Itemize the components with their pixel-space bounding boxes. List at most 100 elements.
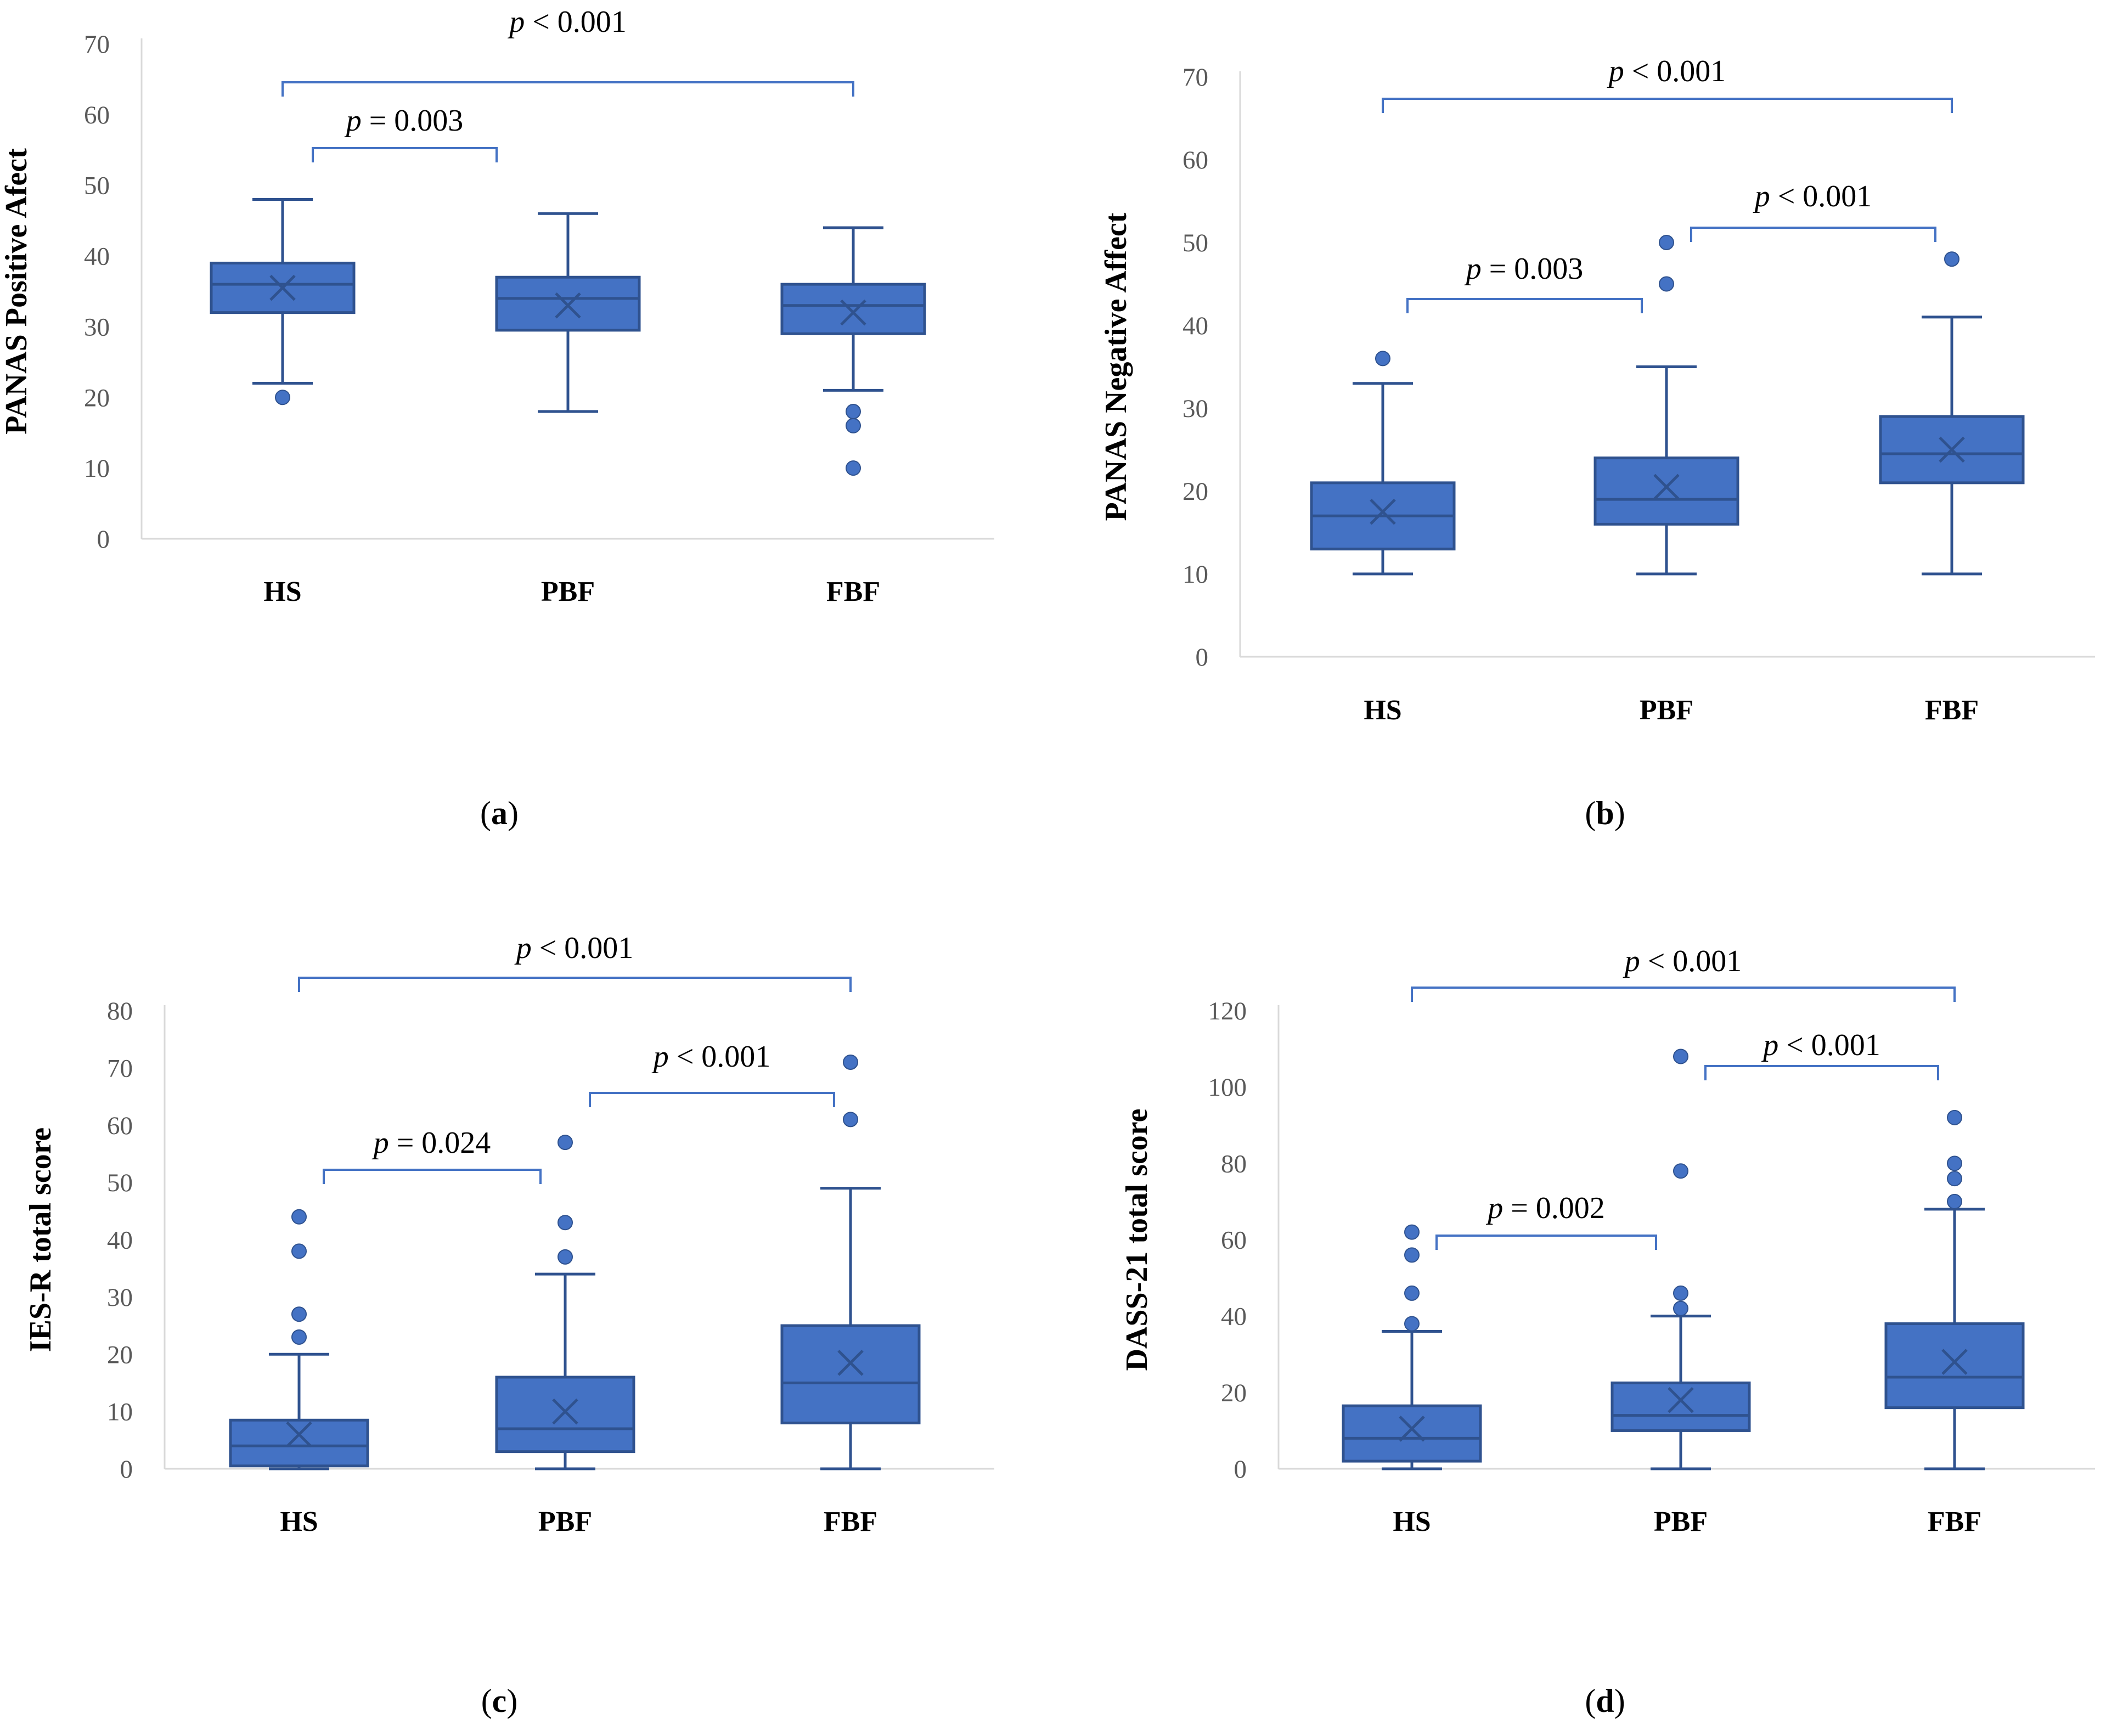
- box-fbf: [780, 226, 926, 476]
- category-label-hs: HS: [1364, 695, 1401, 726]
- y-tick-label: 10: [1182, 560, 1208, 589]
- outlier-point: [275, 390, 290, 405]
- outlier-point: [558, 1249, 573, 1265]
- box-hs: [1310, 351, 1456, 576]
- significance-bracket: [589, 1092, 835, 1107]
- significance-bracket: [323, 1169, 542, 1184]
- y-tick-label: 50: [107, 1169, 133, 1197]
- y-tick-label: 50: [1182, 229, 1208, 257]
- panel-paren-close: ): [506, 1683, 517, 1719]
- y-tick-label: 0: [120, 1455, 133, 1484]
- comparison-hs-fbf: p < 0.001: [281, 5, 854, 97]
- box-fbf: [1884, 1109, 2025, 1470]
- iqr-box: [495, 1376, 635, 1453]
- category-label-hs: HS: [1393, 1506, 1431, 1537]
- panel-letter: d: [1596, 1683, 1614, 1719]
- panel-label: (a): [480, 795, 519, 831]
- outlier-point: [843, 1112, 858, 1128]
- comparison-pbf-fbf: p < 0.001: [589, 1040, 835, 1107]
- y-tick-label: 10: [107, 1398, 133, 1427]
- outlier-point: [1947, 1156, 1962, 1171]
- outlier-point: [846, 418, 861, 433]
- comparison-hs-pbf: p = 0.024: [323, 1126, 542, 1184]
- outlier-point: [843, 1054, 858, 1070]
- y-tick-label: 0: [1234, 1455, 1247, 1484]
- mean-marker: [1939, 436, 1965, 463]
- y-tick-label: 100: [1208, 1073, 1247, 1102]
- significance-bracket: [312, 147, 498, 162]
- p-value-label: p < 0.001: [1761, 1028, 1880, 1062]
- significance-bracket: [1435, 1235, 1657, 1250]
- y-tick-label: 30: [107, 1283, 133, 1312]
- significance-bracket: [298, 977, 852, 992]
- panel-letter: c: [492, 1683, 507, 1719]
- y-tick-label: 120: [1208, 997, 1247, 1025]
- comparison-hs-fbf: p < 0.001: [1411, 944, 1956, 1002]
- p-value-label: p < 0.001: [507, 5, 627, 39]
- box-hs: [229, 1209, 369, 1470]
- comparison-pbf-fbf: p < 0.001: [1690, 179, 1936, 242]
- panel-letter: b: [1596, 795, 1614, 831]
- y-tick-label: 30: [1182, 394, 1208, 423]
- y-tick-label: 50: [84, 172, 110, 200]
- mean-marker: [840, 299, 866, 326]
- iqr-box: [229, 1418, 369, 1468]
- y-tick-label: 60: [1182, 146, 1208, 174]
- significance-bracket: [1411, 987, 1956, 1002]
- p-value: < 0.001: [1640, 944, 1742, 978]
- y-tick-label: 10: [84, 454, 110, 483]
- y-tick-label: 20: [1221, 1379, 1247, 1407]
- box-pbf: [1611, 1049, 1751, 1470]
- outlier-point: [1659, 276, 1674, 292]
- y-tick-label: 70: [84, 30, 110, 59]
- panel-paren-open: (: [480, 795, 491, 831]
- box-fbf: [780, 1054, 921, 1470]
- panel-paren-close: ): [508, 795, 519, 831]
- outlier-point: [291, 1243, 307, 1259]
- y-tick-label: 40: [1221, 1303, 1247, 1331]
- y-axis-title: PANAS Positive Afect: [0, 148, 33, 435]
- outlier-point: [1673, 1163, 1688, 1179]
- panel-d: 0 20 40 60 80 100 120 DASS-21 total score HS PBF F…: [1120, 944, 2095, 1719]
- category-label-pbf: PBF: [1654, 1506, 1708, 1537]
- outlier-point: [1673, 1300, 1688, 1316]
- y-tick-label: 20: [1182, 477, 1208, 506]
- iqr-box: [1884, 1322, 2025, 1410]
- outlier-point: [1404, 1247, 1420, 1263]
- mean-marker: [555, 292, 581, 319]
- panel-paren-close: ): [1614, 1683, 1625, 1719]
- box-pbf: [495, 212, 641, 413]
- p-value: < 0.001: [1778, 1028, 1880, 1062]
- p-symbol: p: [651, 1040, 669, 1074]
- p-value-label: p = 0.003: [344, 104, 464, 138]
- comparison-hs-pbf: p = 0.002: [1435, 1191, 1657, 1250]
- outlier-point: [1659, 235, 1674, 250]
- iqr-box: [780, 1324, 921, 1424]
- panel-a: 0 10 20 30 40 50 60 70 PANAS Positive Afect HS PBF…: [0, 5, 994, 831]
- y-tick-label: 60: [107, 1112, 133, 1140]
- p-value: = 0.003: [1482, 252, 1584, 286]
- iqr-box: [1593, 456, 1739, 526]
- iqr-box: [1342, 1404, 1482, 1463]
- box-pbf: [495, 1135, 635, 1470]
- panel-c: 0 10 20 30 40 50 60 70 80 IES-R total score HS PBF F…: [24, 931, 994, 1719]
- mean-marker: [1668, 1386, 1694, 1413]
- p-symbol: p: [1761, 1028, 1778, 1062]
- significance-bracket: [1382, 98, 1953, 113]
- p-symbol: p: [1485, 1191, 1503, 1225]
- p-value-label: p = 0.003: [1464, 252, 1584, 286]
- box-hs: [210, 198, 356, 405]
- significance-bracket: [281, 81, 854, 97]
- p-value-label: p < 0.001: [1753, 179, 1872, 213]
- panel-label: (c): [481, 1683, 518, 1719]
- panel-paren-open: (: [1585, 795, 1596, 831]
- p-value-label: p < 0.001: [651, 1040, 771, 1074]
- p-value: < 0.001: [532, 931, 634, 965]
- category-label-fbf: FBF: [824, 1506, 877, 1537]
- panel-label: (b): [1585, 795, 1625, 831]
- y-tick-label: 40: [84, 243, 110, 271]
- y-tick-label: 40: [1182, 312, 1208, 340]
- outlier-point: [1404, 1285, 1420, 1301]
- p-value: < 0.001: [1770, 179, 1872, 213]
- p-symbol: p: [514, 931, 532, 965]
